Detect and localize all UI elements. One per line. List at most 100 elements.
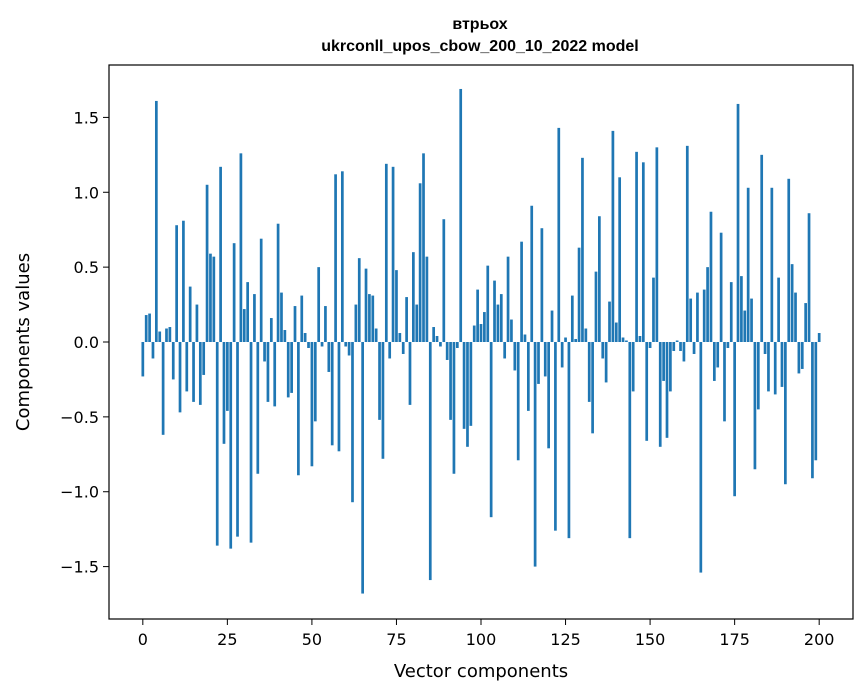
bar-42	[283, 330, 287, 342]
bar-113	[523, 334, 527, 342]
bar-19	[205, 184, 209, 342]
bar-124	[560, 342, 564, 368]
bar-170	[716, 342, 720, 368]
bar-144	[628, 342, 632, 539]
bar-67	[368, 294, 371, 342]
bar-158	[675, 340, 679, 342]
bar-7	[165, 328, 168, 342]
bar-51	[313, 342, 317, 422]
bar-140	[614, 322, 618, 342]
bar-123	[557, 127, 561, 342]
bar-182	[756, 342, 760, 410]
bar-187	[773, 342, 777, 395]
bar-52	[317, 267, 321, 342]
bar-37	[266, 342, 270, 402]
bar-13	[185, 342, 189, 392]
bar-154	[662, 342, 665, 381]
bar-109	[510, 319, 513, 342]
x-tick-label-75: 75	[386, 630, 406, 649]
bar-99	[476, 289, 479, 342]
bar-194	[797, 342, 801, 374]
bar-112	[520, 241, 523, 342]
bar-104	[493, 280, 496, 342]
x-tick-label-200: 200	[804, 630, 835, 649]
bar-22	[215, 342, 219, 546]
bar-149	[645, 342, 649, 441]
bar-167	[706, 267, 709, 342]
bar-188	[777, 277, 780, 342]
bar-125	[564, 337, 567, 342]
bar-94	[459, 88, 463, 343]
bar-69	[374, 328, 378, 342]
bar-165	[699, 342, 703, 573]
bar-66	[364, 268, 368, 342]
bar-78	[405, 297, 408, 342]
bar-106	[499, 294, 503, 342]
bar-58	[337, 342, 341, 452]
y-tick-label-6: 1.5	[74, 108, 99, 127]
bar-91	[449, 342, 452, 420]
bar-16	[195, 304, 199, 342]
x-tick-label-150: 150	[635, 630, 666, 649]
bar-164	[696, 292, 699, 342]
x-tick-label-125: 125	[550, 630, 581, 649]
bar-130	[581, 157, 584, 342]
bar-173	[726, 342, 730, 348]
bar-68	[371, 295, 375, 342]
bar-38	[269, 318, 273, 342]
bar-6	[161, 342, 165, 435]
bar-162	[689, 298, 693, 342]
bar-163	[692, 342, 696, 354]
bar-35	[259, 238, 263, 342]
bar-148	[641, 162, 645, 342]
bar-1	[144, 315, 148, 342]
bar-131	[584, 328, 588, 342]
bar-195	[800, 342, 804, 369]
bar-199	[814, 342, 818, 461]
bar-129	[577, 247, 581, 342]
bar-126	[567, 342, 571, 539]
bar-110	[513, 342, 517, 371]
bar-138	[608, 301, 611, 342]
bar-77	[401, 342, 405, 354]
bar-145	[631, 342, 635, 392]
bar-115	[530, 205, 534, 342]
bar-24	[222, 342, 226, 444]
bar-30	[242, 309, 246, 342]
bar-197	[807, 213, 811, 342]
bar-151	[652, 277, 655, 342]
bar-40	[276, 223, 280, 342]
x-tick-label-0: 0	[138, 630, 148, 649]
bar-4	[154, 100, 158, 342]
bar-193	[794, 292, 797, 342]
bar-169	[712, 342, 716, 381]
bar-28	[236, 342, 239, 537]
bar-95	[462, 342, 466, 429]
bar-156	[669, 342, 672, 392]
bar-186	[770, 187, 774, 342]
bar-143	[625, 340, 628, 342]
y-tick-label-1: −1.0	[60, 483, 99, 502]
y-tick-label-3: 0.0	[74, 333, 99, 352]
bar-25	[226, 342, 229, 411]
bar-122	[554, 342, 557, 531]
bar-180	[750, 298, 753, 342]
bar-14	[188, 286, 192, 342]
bar-192	[790, 264, 794, 342]
bar-184	[763, 342, 767, 354]
bar-105	[496, 304, 500, 342]
bar-134	[594, 271, 598, 342]
bar-79	[408, 342, 412, 405]
bar-36	[263, 342, 266, 362]
bar-70	[378, 342, 381, 420]
bar-107	[503, 342, 507, 359]
bar-97	[469, 342, 473, 426]
bar-9	[171, 342, 175, 380]
bar-135	[598, 216, 601, 342]
bar-53	[320, 342, 324, 347]
y-axis-label: Components values	[13, 253, 34, 431]
bar-47	[300, 295, 304, 342]
bar-111	[516, 342, 520, 461]
bar-101	[483, 312, 486, 342]
bar-128	[574, 339, 578, 342]
